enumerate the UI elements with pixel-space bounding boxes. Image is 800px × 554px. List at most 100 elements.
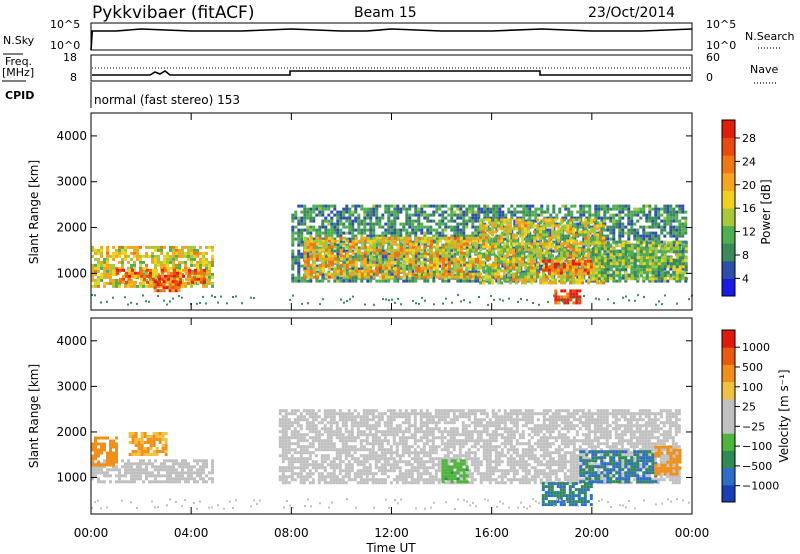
power-cell [545, 218, 549, 222]
power-cell [167, 280, 170, 284]
power-cell [330, 210, 334, 214]
power-cell [564, 213, 568, 217]
power-cell [597, 210, 601, 214]
power-cell [612, 231, 616, 235]
power-cell [621, 244, 625, 248]
power-cell [465, 254, 469, 258]
power-cell [660, 213, 664, 217]
power-cell [558, 252, 562, 256]
power-cell [194, 268, 197, 272]
power-cell [657, 276, 661, 280]
power-cell [124, 254, 127, 258]
power-cell [660, 244, 664, 248]
power-cell [149, 271, 152, 275]
power-cell [521, 233, 525, 237]
power-cell [363, 236, 367, 240]
power-cell [589, 271, 593, 275]
power-cell [497, 266, 501, 270]
velocity-cell [127, 468, 130, 472]
velocity-cell [91, 477, 94, 481]
power-cell [642, 259, 646, 263]
power-cell [297, 264, 301, 268]
power-cell [681, 267, 685, 271]
power-cell [569, 281, 573, 285]
power-cell [684, 271, 688, 275]
velocity-cell [112, 465, 115, 469]
power-cell [654, 279, 658, 283]
power-cell [543, 240, 547, 244]
power-cell [441, 269, 445, 273]
power-cell [633, 277, 637, 281]
power-cell [205, 251, 208, 255]
power-cell [657, 270, 661, 274]
power-cell [97, 263, 100, 267]
power-cell [534, 228, 538, 232]
power-cell [522, 213, 526, 217]
power-cell [196, 263, 199, 267]
power-cell [516, 240, 520, 244]
power-cell [678, 228, 682, 232]
power-cell [130, 251, 133, 255]
power-cell [583, 259, 587, 263]
power-cell [381, 261, 385, 265]
power-cell [575, 298, 579, 302]
power-cell [327, 243, 331, 247]
power-cell [357, 246, 361, 250]
power-cell [684, 268, 688, 272]
power-cell [414, 204, 418, 208]
power-cell [482, 260, 486, 264]
power-cell [324, 228, 328, 232]
power-cell [354, 234, 358, 238]
power-cell [291, 273, 295, 277]
power-cell [651, 277, 655, 281]
power-colorbar-swatch [722, 260, 735, 279]
power-cell [450, 219, 454, 223]
power-cell [336, 260, 340, 264]
power-cell [663, 225, 667, 229]
power-cell [594, 262, 598, 266]
power-cell [480, 252, 484, 256]
power-cell [576, 231, 580, 235]
power-cell [432, 251, 436, 255]
power-cell [569, 278, 573, 282]
power-cell [557, 254, 561, 258]
power-cell [503, 245, 507, 249]
power-cell [349, 298, 351, 301]
power-cell [459, 236, 463, 240]
power-cell [495, 279, 499, 283]
power-cell [152, 277, 155, 281]
power-cell [426, 275, 430, 279]
power-cell [396, 204, 400, 208]
power-cell [459, 275, 463, 279]
power-cell [645, 213, 649, 217]
power-cell [139, 260, 142, 264]
power-cell [562, 265, 566, 269]
power-cell [654, 265, 658, 269]
power-cell [387, 254, 391, 258]
power-cell [530, 281, 534, 285]
power-cell [606, 237, 610, 241]
power-cell [345, 243, 349, 247]
power-cell [462, 213, 466, 217]
power-cell [429, 231, 433, 235]
power-cell [91, 266, 94, 270]
power-cell [125, 271, 128, 275]
power-cell [205, 260, 208, 264]
power-cell [153, 289, 157, 293]
power-cell [618, 210, 622, 214]
power-cell [116, 268, 119, 272]
power-cell [642, 228, 646, 232]
power-cell [548, 251, 552, 255]
power-cell [545, 221, 549, 225]
power-cell [462, 251, 466, 255]
power-cell [540, 210, 544, 214]
power-cell [474, 239, 478, 243]
power-cell [441, 228, 445, 232]
power-cell [669, 241, 673, 245]
power-cell [306, 275, 310, 279]
power-cell [627, 244, 631, 248]
power-cell [528, 246, 532, 250]
power-cell [163, 257, 166, 261]
power-cell [450, 267, 454, 271]
power-cell [503, 278, 507, 282]
